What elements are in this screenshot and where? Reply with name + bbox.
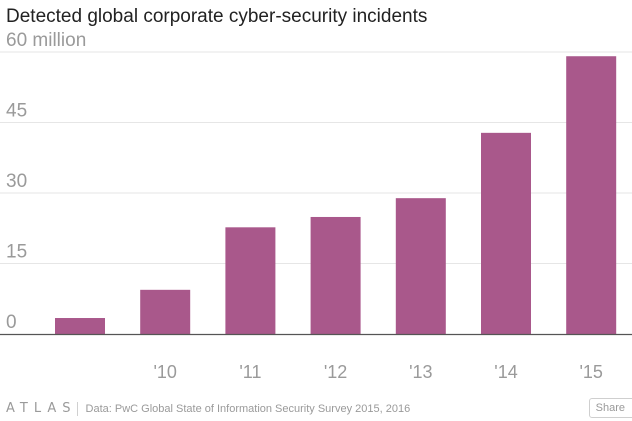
y-tick-label: 30 xyxy=(6,171,27,192)
x-tick-label: '14 xyxy=(494,362,517,382)
bar xyxy=(55,318,105,334)
x-tick-label: '11 xyxy=(239,362,261,382)
x-tick-label: '10 xyxy=(153,362,176,382)
y-tick-label: 45 xyxy=(6,101,27,122)
x-tick-label: '15 xyxy=(579,362,602,382)
bar xyxy=(310,216,361,334)
bar xyxy=(140,289,191,334)
y-tick-label: 15 xyxy=(6,242,27,263)
bar xyxy=(566,56,617,334)
bar xyxy=(225,227,276,334)
bar xyxy=(481,132,531,334)
y-tick-label: 60 million xyxy=(6,30,86,51)
share-button[interactable]: Share xyxy=(588,398,632,418)
footer-divider xyxy=(76,401,78,416)
x-tick-label: '13 xyxy=(409,362,432,382)
bar xyxy=(395,198,446,334)
x-tick-label: '12 xyxy=(324,362,347,382)
y-tick-label: 0 xyxy=(6,312,17,333)
atlas-logo[interactable]: ATLAS xyxy=(6,401,77,416)
source-note: Data: PwC Global State of Information Se… xyxy=(85,402,411,415)
bar-chart: 0 15 30 45 60 million '10 '11 '12 '13 '14 '15 xyxy=(0,30,632,382)
footer: ATLAS Data: PwC Global State of Informat… xyxy=(0,396,632,421)
chart-title: Detected global corporate cyber-security… xyxy=(6,6,428,27)
